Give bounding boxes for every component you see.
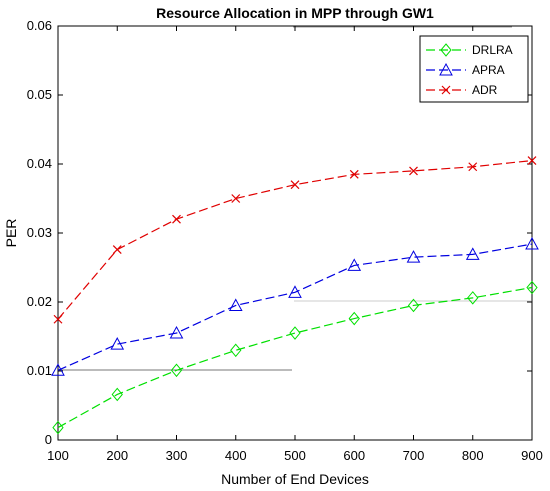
data-point-apra: [465, 247, 480, 260]
legend-item-drlra: DRLRA: [426, 43, 513, 57]
data-point-adr: [290, 180, 300, 190]
data-point-drlra: [526, 280, 538, 295]
data-point-drlra: [170, 363, 183, 378]
y-tick-label: 0.04: [27, 156, 52, 171]
legend-item-apra: APRA: [426, 62, 505, 77]
legend-label-apra: APRA: [472, 63, 505, 77]
x-tick-label: 800: [462, 448, 484, 463]
series-adr: [53, 156, 537, 324]
data-point-apra: [347, 258, 362, 271]
series-line-apra: [57, 243, 533, 371]
x-tick-label: 700: [403, 448, 425, 463]
x-tick-label: 500: [284, 448, 306, 463]
x-tick-label: 100: [47, 448, 69, 463]
y-tick-label: 0.02: [27, 294, 52, 309]
data-point-drlra: [111, 387, 123, 402]
data-point-adr: [172, 214, 181, 224]
legend-label-drlra: DRLRA: [472, 43, 513, 57]
data-point-apra: [169, 326, 184, 339]
legend-marker-adr: [441, 85, 451, 95]
legend-marker-apra: [439, 62, 453, 76]
data-point-drlra: [52, 420, 64, 435]
y-tick-label: 0: [45, 432, 52, 447]
data-point-adr: [349, 169, 359, 179]
data-point-drlra: [289, 326, 301, 340]
legend: DRLRA APRA ADR: [419, 35, 529, 103]
data-point-apra: [288, 285, 302, 298]
data-point-drlra: [348, 311, 360, 326]
data-point-apra: [525, 236, 539, 250]
data-point-apra: [110, 337, 125, 350]
series-apra: [51, 236, 539, 376]
y-axis-ticks: 0 0.01 0.02 0.03 0.04 0.05 0.06: [27, 18, 532, 447]
data-point-adr: [468, 162, 478, 172]
data-point-apra: [406, 250, 421, 263]
legend-marker-drlra: [440, 43, 452, 57]
data-point-drlra: [230, 343, 242, 358]
x-tick-label: 400: [225, 448, 247, 463]
y-axis-label: PER: [3, 219, 19, 248]
y-tick-label: 0.01: [27, 363, 52, 378]
data-point-drlra: [467, 291, 479, 305]
data-point-adr: [112, 245, 122, 254]
data-point-drlra: [407, 298, 420, 313]
y-tick-label: 0.05: [27, 87, 52, 102]
x-axis-label: Number of End Devices: [221, 471, 369, 487]
legend-box: [419, 35, 529, 103]
y-tick-label: 0.06: [27, 18, 52, 33]
legend-label-adr: ADR: [472, 83, 498, 97]
x-axis-ticks: 100 200 300 400 500 600 700 800 900: [47, 26, 543, 463]
data-point-apra: [228, 298, 243, 311]
series-layer: [51, 156, 539, 435]
x-tick-label: 600: [343, 448, 365, 463]
data-point-adr: [409, 166, 418, 176]
series-line-drlra: [57, 286, 533, 429]
x-tick-label: 300: [166, 448, 188, 463]
data-point-adr: [527, 156, 537, 165]
series-drlra: [52, 280, 538, 435]
legend-item-adr: ADR: [426, 83, 498, 97]
chart-title: Resource Allocation in MPP through GW1: [156, 5, 434, 21]
data-point-apra: [51, 363, 65, 376]
x-tick-label: 900: [521, 448, 543, 463]
y-tick-label: 0.03: [27, 225, 52, 240]
data-point-adr: [53, 314, 63, 324]
data-point-adr: [231, 194, 241, 203]
x-tick-label: 200: [106, 448, 128, 463]
